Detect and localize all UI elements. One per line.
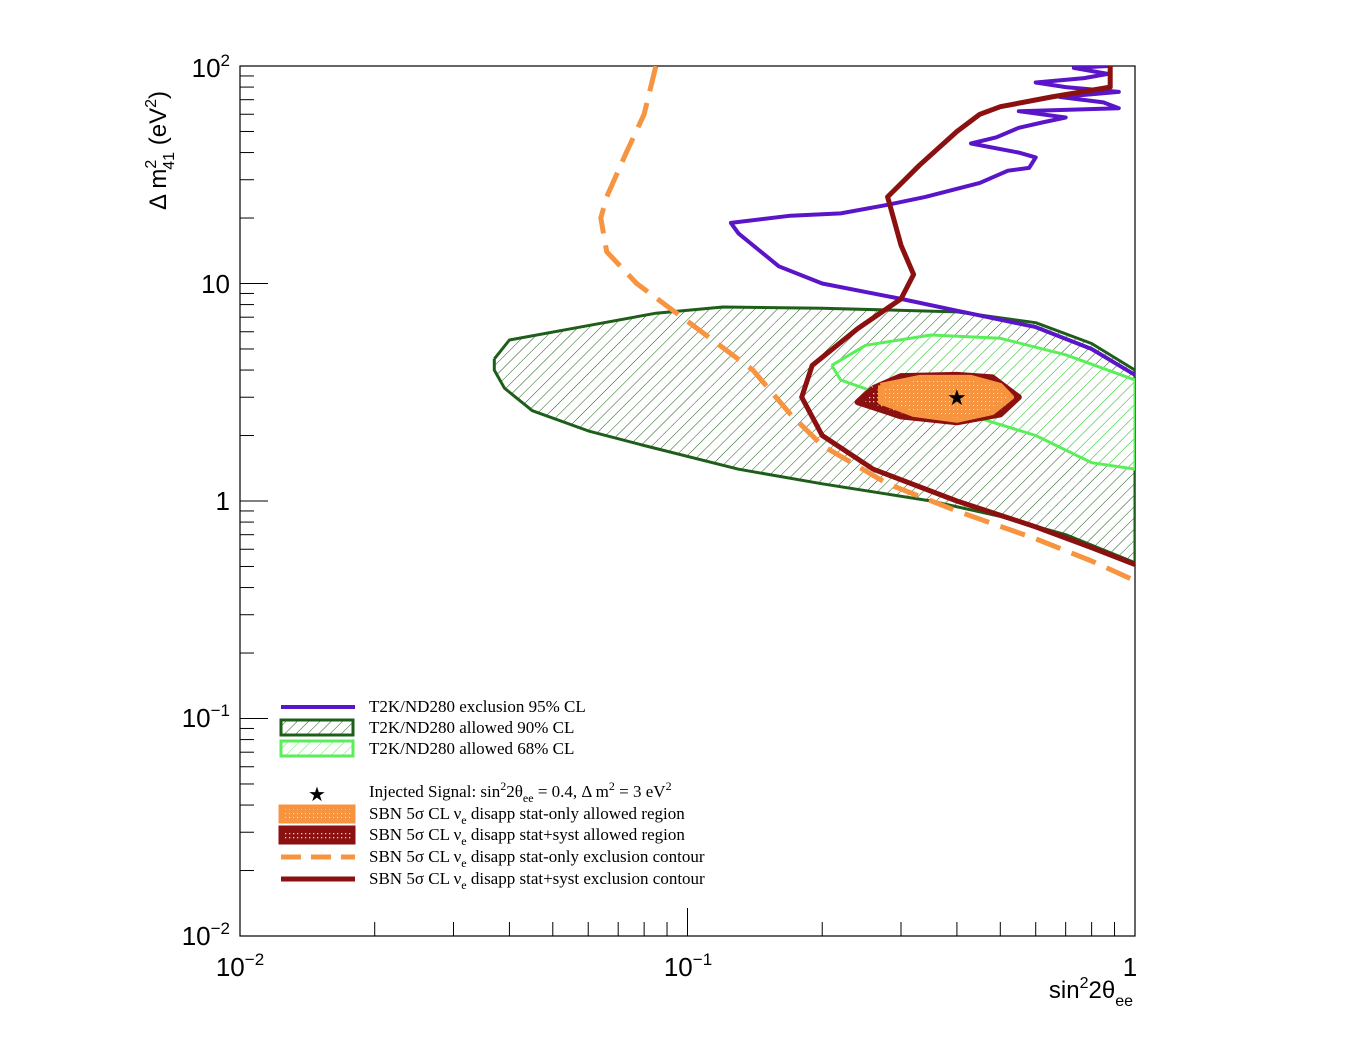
exclusion-contour: [598, 66, 1135, 583]
legend-swatch-fill: [278, 804, 356, 824]
legend-label: SBN 5σ CL νe disapp stat+syst exclusion …: [369, 869, 705, 892]
series-layer: ★: [492, 66, 1135, 583]
exclusion-contour: [799, 66, 1135, 567]
legend-label: T2K/ND280 exclusion 95% CL: [369, 697, 586, 716]
legend-item: T2K/ND280 exclusion 95% CL: [281, 697, 586, 716]
legend-swatch-fill: [278, 825, 356, 845]
injected-signal-star-icon: ★: [947, 386, 967, 411]
legend-label: SBN 5σ CL νe disapp stat-only allowed re…: [369, 804, 685, 827]
legend-label: Injected Signal: sin22θee = 0.4, Δ m2 = …: [369, 779, 672, 805]
legend-item: SBN 5σ CL νe disapp stat-only exclusion …: [281, 847, 705, 870]
y-tick-label: 10: [201, 269, 230, 299]
legend-swatch-hatch: [279, 739, 355, 758]
y-tick-label: 102: [192, 51, 230, 83]
legend: T2K/ND280 exclusion 95% CL T2K/ND280 all…: [278, 697, 705, 892]
x-tick-labels: 10−2 10−1 1: [216, 950, 1137, 982]
axis-ticks: [239, 65, 1136, 937]
legend-star-icon: ★: [308, 782, 326, 806]
legend-item: T2K/ND280 allowed 68% CL: [279, 739, 574, 758]
x-axis-title: sin22θee: [1049, 975, 1133, 1010]
x-tick-label: 1: [1123, 952, 1137, 982]
legend-item: SBN 5σ CL νe disapp stat+syst exclusion …: [281, 869, 705, 892]
legend-label: T2K/ND280 allowed 68% CL: [369, 739, 574, 758]
legend-swatch-hatch: [279, 718, 355, 737]
y-tick-label: 1: [216, 486, 230, 516]
y-tick-label: 10−2: [182, 919, 230, 951]
y-axis-title: Δ m241 (eV2): [143, 91, 178, 210]
x-tick-label: 10−2: [216, 950, 264, 982]
legend-item: SBN 5σ CL νe disapp stat-only allowed re…: [278, 804, 685, 827]
y-tick-label: 10−1: [182, 701, 230, 733]
legend-label: SBN 5σ CL νe disapp stat+syst allowed re…: [369, 825, 685, 848]
legend-item: ★ Injected Signal: sin22θee = 0.4, Δ m2 …: [308, 779, 672, 806]
legend-label: SBN 5σ CL νe disapp stat-only exclusion …: [369, 847, 705, 870]
legend-item: T2K/ND280 allowed 90% CL: [279, 718, 574, 737]
legend-label: T2K/ND280 allowed 90% CL: [369, 718, 574, 737]
y-tick-labels: 10−2 10−1 1 10 102: [182, 51, 230, 951]
x-tick-label: 10−1: [664, 950, 712, 982]
legend-item: SBN 5σ CL νe disapp stat+syst allowed re…: [278, 825, 685, 848]
sbn-allowed-region: [878, 374, 1015, 423]
